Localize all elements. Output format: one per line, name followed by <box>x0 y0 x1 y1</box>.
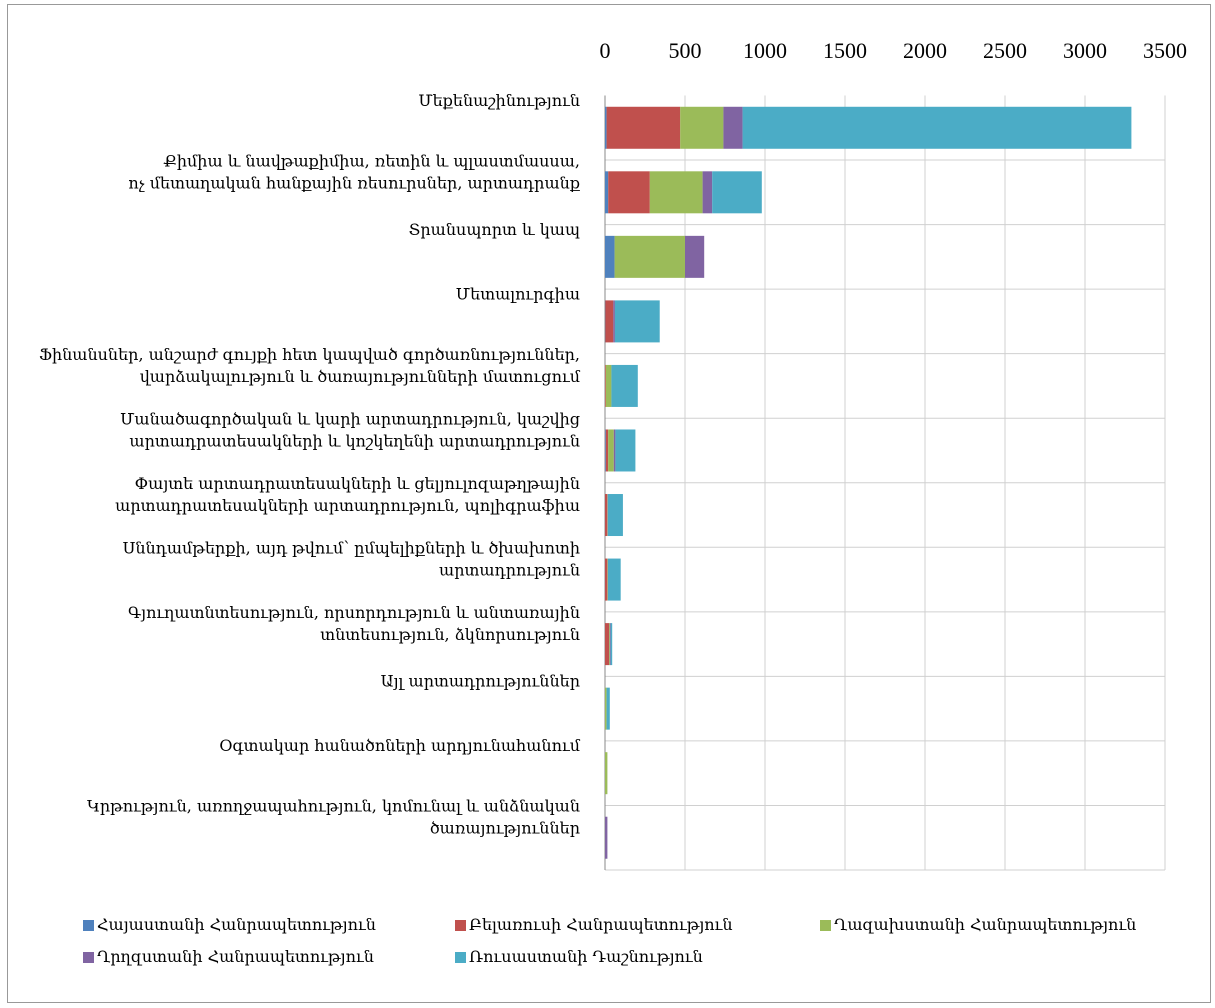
bar-segment <box>605 300 614 343</box>
bar-segment <box>613 429 616 472</box>
x-tick-label: 500 <box>669 38 702 63</box>
bar-segment <box>712 171 762 214</box>
category-label: Մանածագործական և կարի արտադրություն, կաշ… <box>120 409 580 450</box>
x-tick-label: 3500 <box>1143 38 1187 63</box>
category-label: Քիմիա և նավթաքիմիա, ռետին և պլաստմասսա, ո… <box>128 151 580 192</box>
bar-segment <box>605 429 609 472</box>
bar-segment <box>607 494 623 537</box>
legend-label: Բելառուսի Հանրապետություն <box>469 915 733 934</box>
bar-segment <box>608 171 650 214</box>
category-label: Մետալուրգիա <box>456 284 580 303</box>
x-tick-label: 2500 <box>983 38 1027 63</box>
bar-segment <box>605 816 608 859</box>
bar-segment <box>605 364 606 407</box>
category-label: Ֆինանսներ, անշարժ գույքի հետ կապված գործ… <box>39 345 581 386</box>
category-label: Գյուղատնտեսություն, որսորդություն և անտա… <box>128 603 580 644</box>
legend-swatch <box>455 952 466 963</box>
legend-label: Հայաստանի Հանրապետություն <box>97 915 376 934</box>
bar-segment <box>610 623 613 666</box>
bar-segment <box>723 106 743 149</box>
legend-swatch <box>83 952 94 963</box>
bar-segment <box>605 558 608 601</box>
bar-segment <box>609 623 611 666</box>
category-label: Փայտե արտադրատեսակների և ցելյուլոզաթղթայ… <box>115 474 580 515</box>
bar-segment <box>649 171 703 214</box>
legend-swatch <box>83 920 94 931</box>
bar-segment <box>614 235 685 278</box>
bar-segment <box>605 752 608 795</box>
category-label: Այլ արտադրություններ <box>381 672 580 691</box>
x-tick-label: 1000 <box>743 38 787 63</box>
x-tick-label: 2000 <box>903 38 947 63</box>
bar-segment <box>611 364 638 407</box>
category-label: Սննդամթերքի, այդ թվում՝ ըմպելիքների և ծխ… <box>123 539 580 580</box>
x-tick-label: 0 <box>600 38 611 63</box>
bar-segment <box>680 106 724 149</box>
category-label: Մեքենաշինություն <box>418 91 580 110</box>
bar-segment <box>605 235 615 278</box>
bar-segment <box>605 106 607 149</box>
legend-label: Ղրղզստանի Հանրապետություն <box>97 947 374 966</box>
bar-segment <box>605 494 608 537</box>
bar-segment <box>605 171 609 214</box>
category-label: Օգտակար հանածոների արդյունահանում <box>219 736 581 755</box>
bar-segment <box>606 106 681 149</box>
category-label: Տրանսպորտ և կապ <box>409 220 580 239</box>
bar-segment <box>609 623 610 666</box>
bar-segment <box>685 235 705 278</box>
bar-segment <box>608 429 614 472</box>
bar-segment <box>605 687 607 730</box>
bar-segment <box>606 687 610 730</box>
legend-swatch <box>455 920 466 931</box>
bar-segment <box>605 429 606 472</box>
legend-label: Ղազախստանի Հանրապետություն <box>834 915 1136 934</box>
category-label: Կրթություն, առողջապահություն, կոմունալ և… <box>87 797 580 838</box>
bar-segment <box>615 429 636 472</box>
x-tick-label: 3000 <box>1063 38 1107 63</box>
bar-segment <box>605 623 609 666</box>
bar-segment <box>613 300 615 343</box>
x-tick-label: 1500 <box>823 38 867 63</box>
bar-segment <box>605 364 612 407</box>
legend-swatch <box>820 920 831 931</box>
bar-segment <box>607 558 621 601</box>
legend-label: Ռուսաստանի Դաշնություն <box>469 947 703 966</box>
bar-segment <box>614 300 660 343</box>
bar-segment <box>742 106 1132 149</box>
bar-segment <box>702 171 713 214</box>
